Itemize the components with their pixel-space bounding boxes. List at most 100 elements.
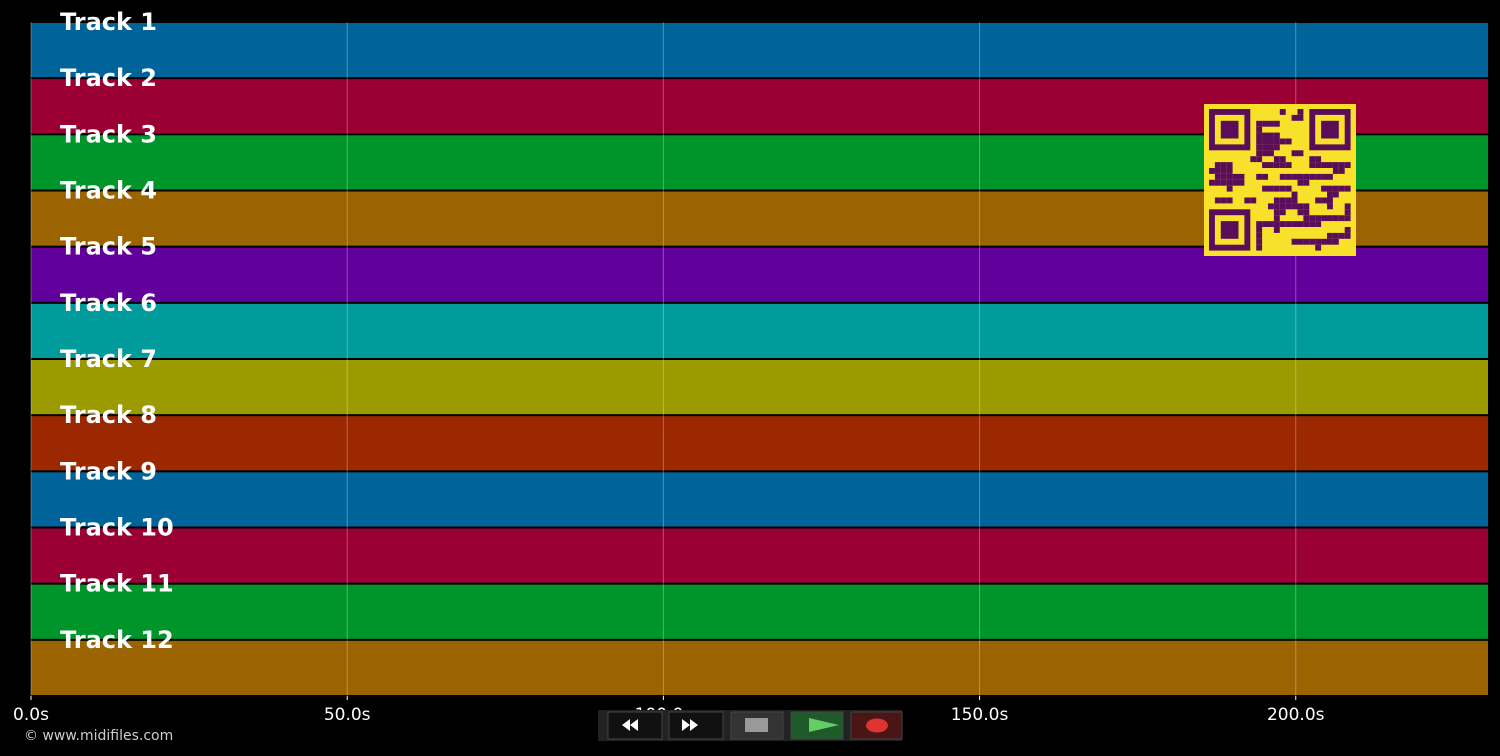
track-lane bbox=[31, 640, 1488, 695]
qr-module bbox=[1273, 221, 1280, 227]
qr-module bbox=[1273, 144, 1280, 151]
qr-module bbox=[1297, 209, 1304, 216]
qr-module bbox=[1273, 132, 1280, 139]
qr-module bbox=[1315, 162, 1322, 168]
qr-module bbox=[1338, 185, 1345, 192]
qr-module bbox=[1226, 179, 1233, 186]
track-label: Track 12 bbox=[60, 626, 174, 654]
stop-button[interactable] bbox=[730, 711, 784, 740]
tick-label: 0.0s bbox=[13, 705, 49, 725]
tick-label: 150.0s bbox=[951, 705, 1009, 725]
track-lane bbox=[31, 23, 1488, 78]
qr-module bbox=[1297, 150, 1304, 157]
qr-module bbox=[1256, 244, 1263, 251]
qr-module bbox=[1262, 221, 1268, 227]
qr-module bbox=[1262, 173, 1268, 180]
qr-module bbox=[1268, 162, 1274, 168]
qr-module bbox=[1303, 215, 1310, 222]
qr-module bbox=[1315, 221, 1322, 227]
qr-module bbox=[1297, 179, 1304, 186]
qr-module bbox=[1220, 197, 1227, 204]
qr-module bbox=[1285, 185, 1292, 192]
qr-module bbox=[1327, 162, 1333, 168]
qr-module bbox=[1291, 221, 1298, 227]
qr-module bbox=[1309, 162, 1316, 168]
qr-module bbox=[1321, 173, 1327, 180]
qr-module bbox=[1327, 203, 1333, 210]
track-lane bbox=[31, 303, 1488, 358]
qr-module bbox=[1268, 138, 1274, 145]
qr-module bbox=[1273, 209, 1280, 216]
qr-module bbox=[1297, 109, 1304, 115]
qr-module bbox=[1268, 185, 1274, 192]
qr-module bbox=[1279, 173, 1286, 180]
qr-module bbox=[1279, 138, 1286, 145]
play-button[interactable] bbox=[790, 711, 844, 740]
qr-module bbox=[1327, 185, 1333, 192]
qr-module bbox=[1262, 150, 1268, 157]
qr-module bbox=[1344, 215, 1351, 222]
qr-module bbox=[1214, 168, 1221, 174]
track-label: Track 8 bbox=[60, 401, 157, 429]
qr-module bbox=[1327, 197, 1333, 204]
track-labels: Track 1 Track 2 Track 3 Track 4 Track 5 Track… bbox=[60, 8, 174, 654]
qr-module bbox=[1315, 156, 1322, 163]
qr-module bbox=[1226, 173, 1233, 180]
qr-module bbox=[1220, 179, 1227, 186]
track-label: Track 6 bbox=[60, 289, 157, 317]
qr-module bbox=[1268, 144, 1274, 151]
qr-module bbox=[1256, 232, 1263, 239]
qr-module bbox=[1226, 197, 1233, 204]
qr-module bbox=[1327, 191, 1333, 198]
track-label: Track 4 bbox=[60, 177, 157, 205]
qr-module bbox=[1297, 173, 1304, 180]
track-label: Track 2 bbox=[60, 64, 157, 92]
qr-module bbox=[1332, 168, 1339, 174]
qr-module bbox=[1238, 179, 1245, 186]
qr-module bbox=[1291, 114, 1298, 121]
fast-forward-button[interactable] bbox=[668, 711, 724, 740]
qr-module bbox=[1250, 197, 1257, 204]
qr-module bbox=[1268, 203, 1274, 210]
qr-module bbox=[1332, 162, 1339, 168]
rewind-button[interactable] bbox=[607, 711, 663, 740]
qr-module bbox=[1262, 138, 1268, 145]
qr-module bbox=[1338, 162, 1345, 168]
qr-module bbox=[1256, 173, 1263, 180]
qr-module bbox=[1232, 173, 1239, 180]
qr-module bbox=[1321, 197, 1327, 204]
qr-module bbox=[1273, 203, 1280, 210]
qr-module bbox=[1273, 162, 1280, 168]
qr-module bbox=[1332, 191, 1339, 198]
qr-module bbox=[1220, 168, 1227, 174]
qr-code bbox=[1204, 104, 1356, 256]
qr-module bbox=[1297, 203, 1304, 210]
qr-module bbox=[1291, 197, 1298, 204]
qr-module bbox=[1238, 173, 1245, 180]
qr-module bbox=[1321, 215, 1327, 222]
qr-module bbox=[1327, 232, 1333, 239]
qr-module bbox=[1303, 203, 1310, 210]
track-lane bbox=[31, 584, 1488, 639]
qr-module bbox=[1321, 185, 1327, 192]
qr-module bbox=[1214, 162, 1221, 168]
qr-module bbox=[1273, 120, 1280, 127]
transport-controls bbox=[598, 710, 903, 741]
qr-module bbox=[1309, 156, 1316, 163]
qr-module bbox=[1268, 221, 1274, 227]
qr-module bbox=[1273, 185, 1280, 192]
track-lane bbox=[31, 247, 1488, 302]
qr-module bbox=[1338, 215, 1345, 222]
qr-module bbox=[1244, 197, 1251, 204]
tick-label: 50.0s bbox=[324, 705, 371, 725]
qr-module bbox=[1297, 221, 1304, 227]
qr-module bbox=[1273, 197, 1280, 204]
qr-module bbox=[1256, 144, 1263, 151]
record-button[interactable] bbox=[850, 711, 903, 740]
qr-module bbox=[1220, 173, 1227, 180]
qr-module bbox=[1285, 221, 1292, 227]
qr-module bbox=[1268, 120, 1274, 127]
qr-module bbox=[1285, 138, 1292, 145]
qr-module bbox=[1214, 179, 1221, 186]
qr-module bbox=[1262, 185, 1268, 192]
